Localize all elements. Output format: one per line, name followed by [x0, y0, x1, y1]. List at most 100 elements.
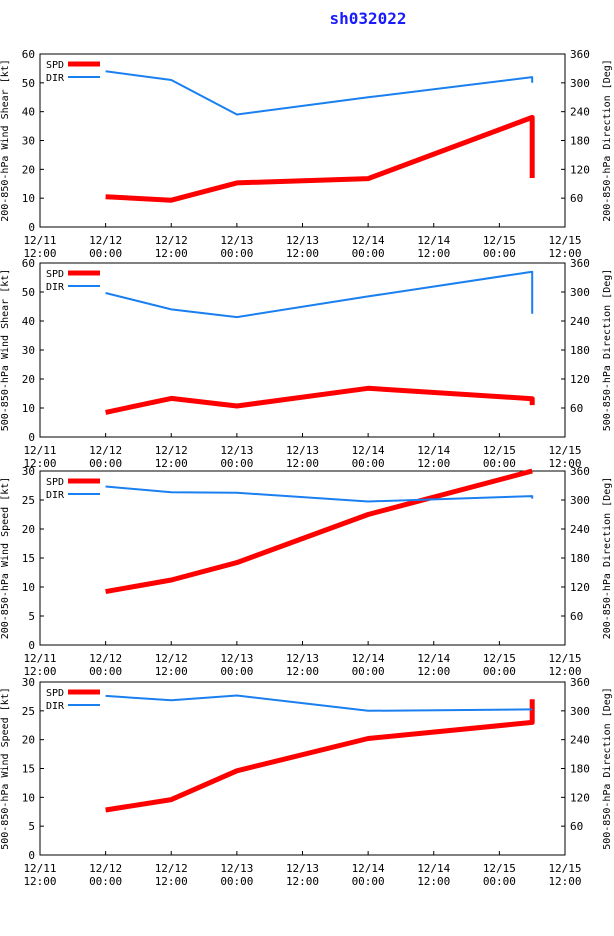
x-tick-label-time: 12:00: [286, 247, 319, 260]
y-tick-label: 15: [22, 552, 35, 565]
y2-tick-label: 240: [570, 106, 590, 119]
x-tick-label-time: 12:00: [23, 247, 56, 260]
y2-tick-label: 300: [570, 77, 590, 90]
x-tick-label-time: 00:00: [220, 457, 253, 470]
x-tick-label-day: 12/15: [548, 862, 581, 875]
y2-tick-label: 180: [570, 135, 590, 148]
y2-tick-label: 360: [570, 465, 590, 478]
y2-tick-label: 240: [570, 523, 590, 536]
y2-tick-label: 60: [570, 820, 583, 833]
x-tick-label-time: 12:00: [548, 247, 581, 260]
plot-frame: [39, 681, 566, 856]
y2-tick-label: 180: [570, 552, 590, 565]
y2-tick-label: 120: [570, 163, 590, 176]
x-tick-label-time: 00:00: [483, 875, 516, 888]
x-tick-label-time: 12:00: [548, 457, 581, 470]
x-tick-label-time: 12:00: [155, 875, 188, 888]
x-tick-label-day: 12/15: [548, 652, 581, 665]
x-tick-label-day: 12/15: [483, 652, 516, 665]
x-tick-label-day: 12/11: [23, 652, 56, 665]
dir-series-line: [105, 70, 534, 116]
y-tick-label: 10: [22, 581, 35, 594]
x-tick-label-time: 00:00: [352, 875, 385, 888]
x-tick-label-time: 12:00: [417, 875, 450, 888]
y-tick-label: 15: [22, 763, 35, 776]
x-tick-label-time: 12:00: [286, 875, 319, 888]
y2-tick-label: 300: [570, 494, 590, 507]
y2-tick-label: 120: [570, 581, 590, 594]
y-tick-label: 60: [22, 48, 35, 61]
x-tick-label-day: 12/15: [483, 862, 516, 875]
x-tick-label-day: 12/12: [89, 234, 122, 247]
x-tick-label-day: 12/14: [352, 862, 385, 875]
y2-tick-label: 360: [570, 257, 590, 270]
y2-tick-label: 360: [570, 676, 590, 689]
x-tick-label-day: 12/15: [483, 234, 516, 247]
spd-series-line: [105, 114, 535, 203]
x-tick-label-day: 12/11: [23, 862, 56, 875]
x-tick-label-time: 12:00: [155, 665, 188, 678]
x-tick-label-time: 00:00: [89, 247, 122, 260]
x-tick-label-time: 00:00: [220, 875, 253, 888]
x-tick-label-day: 12/13: [220, 444, 253, 457]
y2-tick-label: 180: [570, 763, 590, 776]
x-tick-label-day: 12/12: [89, 862, 122, 875]
y2-tick-label: 300: [570, 286, 590, 299]
spd-series-line: [105, 385, 535, 415]
y-tick-label: 0: [28, 639, 35, 652]
y-tick-label: 50: [22, 77, 35, 90]
chart-panel-2: 01020304050606012018024030036012/1112:00…: [0, 257, 613, 470]
x-tick-label-time: 00:00: [483, 457, 516, 470]
x-tick-label-day: 12/14: [352, 652, 385, 665]
y-axis-label: 500-850-hPa Wind Speed [kt]: [0, 687, 11, 850]
y-tick-label: 5: [28, 610, 35, 623]
x-tick-label-day: 12/13: [220, 862, 253, 875]
x-tick-label-day: 12/14: [352, 444, 385, 457]
y-tick-label: 0: [28, 431, 35, 444]
x-tick-label-time: 12:00: [548, 875, 581, 888]
y-tick-label: 0: [28, 849, 35, 862]
x-tick-label-time: 12:00: [417, 457, 450, 470]
x-tick-label-time: 12:00: [286, 665, 319, 678]
y2-tick-label: 60: [570, 192, 583, 205]
x-tick-label-day: 12/14: [352, 234, 385, 247]
y-tick-label: 20: [22, 734, 35, 747]
y2-axis-label: 500-850-hPa Direction [Deg]: [602, 687, 613, 850]
dir-series-line: [105, 694, 533, 712]
x-tick-label-time: 12:00: [548, 665, 581, 678]
y-tick-label: 25: [22, 494, 35, 507]
y2-tick-label: 240: [570, 315, 590, 328]
x-tick-label-day: 12/14: [417, 862, 450, 875]
y-tick-label: 30: [22, 135, 35, 148]
x-tick-label-day: 12/13: [286, 652, 319, 665]
x-tick-label-time: 12:00: [286, 457, 319, 470]
y-tick-label: 40: [22, 315, 35, 328]
x-tick-label-time: 00:00: [352, 665, 385, 678]
x-tick-label-time: 00:00: [352, 457, 385, 470]
x-tick-label-day: 12/15: [548, 234, 581, 247]
y-tick-label: 10: [22, 402, 35, 415]
x-tick-label-day: 12/14: [417, 234, 450, 247]
legend-label-spd: SPD: [46, 269, 64, 280]
x-tick-label-day: 12/12: [89, 444, 122, 457]
x-tick-label-time: 00:00: [483, 247, 516, 260]
y-tick-label: 30: [22, 465, 35, 478]
y-tick-label: 5: [28, 820, 35, 833]
y2-axis-label: 500-850-hPa Direction [Deg]: [602, 269, 613, 432]
x-tick-label-time: 00:00: [220, 665, 253, 678]
x-tick-label-day: 12/11: [23, 234, 56, 247]
y-tick-label: 20: [22, 163, 35, 176]
chart-panel-4: 0510152025306012018024030036012/1112:001…: [0, 676, 613, 888]
y-axis-label: 200-850-hPa Wind Speed [kt]: [0, 477, 11, 640]
x-tick-label-day: 12/14: [417, 444, 450, 457]
chart-panel-1: 01020304050606012018024030036012/1112:00…: [0, 48, 613, 260]
y2-tick-label: 60: [570, 402, 583, 415]
legend-label-dir: DIR: [46, 282, 65, 293]
x-tick-label-day: 12/12: [155, 652, 188, 665]
x-tick-label-time: 00:00: [89, 457, 122, 470]
x-tick-label-day: 12/15: [483, 444, 516, 457]
x-tick-label-time: 12:00: [155, 457, 188, 470]
y-tick-label: 20: [22, 373, 35, 386]
x-tick-label-time: 12:00: [417, 665, 450, 678]
